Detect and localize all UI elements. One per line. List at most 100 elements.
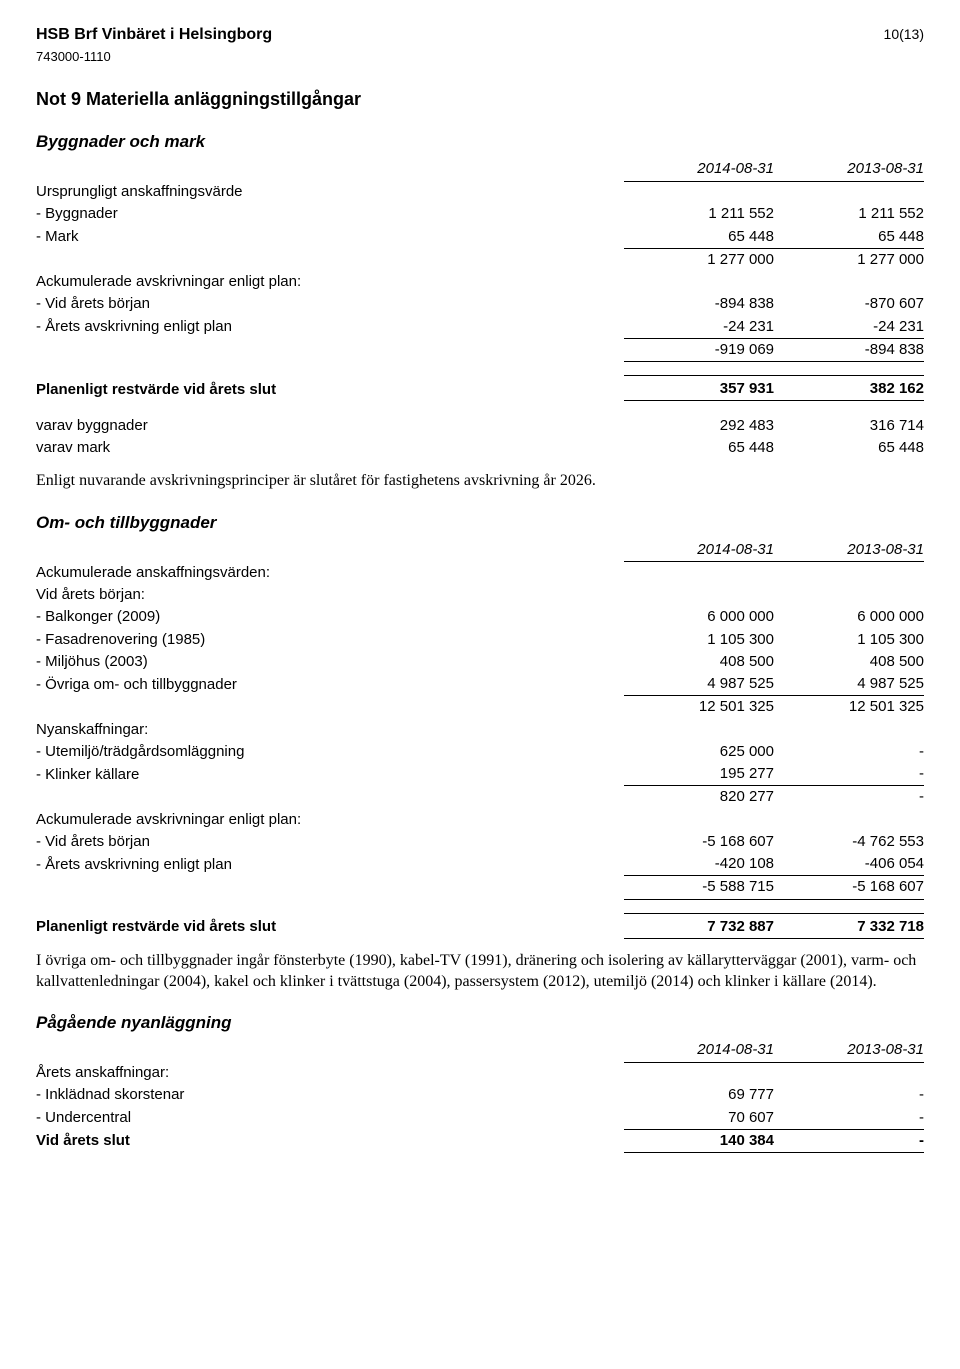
row-label: Årets anskaffningar: [36,1062,624,1084]
row-label: - Mark [36,226,624,249]
subsection-pagaende-title: Pågående nyanläggning [36,1012,924,1035]
table-row: - Byggnader 1 211 552 1 211 552 [36,203,924,225]
table-row: Ursprungligt anskaffningsvärde [36,181,924,203]
cell-value: - [774,1084,924,1106]
table-row: Ackumulerade anskaffningsvärden: [36,562,924,584]
cell-value: 7 332 718 [774,913,924,938]
table-row: Planenligt restvärde vid årets slut 357 … [36,376,924,401]
table-byggnader: 2014-08-31 2013-08-31 Ursprungligt anska… [36,158,924,459]
cell-value: 65 448 [774,226,924,249]
col-header-a: 2014-08-31 [624,539,774,562]
cell-value: 1 105 300 [774,629,924,651]
table-row: - Vid årets början -5 168 607 -4 762 553 [36,831,924,853]
cell-value: 7 732 887 [624,913,774,938]
row-label: Ackumulerade anskaffningsvärden: [36,562,624,584]
table-row: - Övriga om- och tillbyggnader 4 987 525… [36,673,924,696]
cell-value: 4 987 525 [774,673,924,696]
row-label: Nyanskaffningar: [36,719,624,741]
table-row: 12 501 325 12 501 325 [36,696,924,719]
row-label: Vid årets slut [36,1129,624,1152]
table-row: Nyanskaffningar: [36,719,924,741]
cell-value: -870 607 [774,293,924,315]
cell-value: 6 000 000 [624,606,774,628]
col-header-a: 2014-08-31 [624,1039,774,1062]
col-header-b: 2013-08-31 [774,539,924,562]
page-number: 10(13) [884,25,924,44]
table-row: - Mark 65 448 65 448 [36,226,924,249]
row-label: Planenligt restvärde vid årets slut [36,913,624,938]
cell-value: - [774,741,924,763]
row-label: - Fasadrenovering (1985) [36,629,624,651]
table-row: Ackumulerade avskrivningar enligt plan: [36,271,924,293]
cell-value: 6 000 000 [774,606,924,628]
cell-value: 140 384 [624,1129,774,1152]
row-label: - Klinker källare [36,763,624,786]
row-label: - Undercentral [36,1107,624,1130]
col-header-b: 2013-08-31 [774,158,924,181]
cell-value: -420 108 [624,853,774,876]
row-label: varav byggnader [36,415,624,437]
cell-value: -5 168 607 [624,831,774,853]
cell-value: 12 501 325 [774,696,924,719]
table-omtill: 2014-08-31 2013-08-31 Ackumulerade anska… [36,539,924,939]
row-label: Planenligt restvärde vid årets slut [36,376,624,401]
table-row: - Balkonger (2009) 6 000 000 6 000 000 [36,606,924,628]
row-label: varav mark [36,437,624,459]
cell-value: -5 588 715 [624,876,774,899]
subsection-omtill-title: Om- och tillbyggnader [36,512,924,535]
cell-value: 1 277 000 [774,248,924,271]
table-row: - Undercentral 70 607 - [36,1107,924,1130]
cell-value: 1 211 552 [624,203,774,225]
table-row: - Inklädnad skorstenar 69 777 - [36,1084,924,1106]
row-label: Vid årets början: [36,584,624,606]
cell-value: 1 211 552 [774,203,924,225]
cell-value: 70 607 [624,1107,774,1130]
cell-value: -5 168 607 [774,876,924,899]
org-name: HSB Brf Vinbäret i Helsingborg [36,24,272,46]
table-row: 1 277 000 1 277 000 [36,248,924,271]
cell-value: 357 931 [624,376,774,401]
cell-value: - [774,1129,924,1152]
cell-value: -406 054 [774,853,924,876]
cell-value: - [774,1107,924,1130]
cell-value: -894 838 [774,338,924,361]
cell-value: 1 105 300 [624,629,774,651]
row-label: - Övriga om- och tillbyggnader [36,673,624,696]
row-label: - Vid årets början [36,831,624,853]
cell-value: 820 277 [624,786,774,809]
table-row: 2014-08-31 2013-08-31 [36,158,924,181]
cell-value: -4 762 553 [774,831,924,853]
cell-value: -24 231 [624,316,774,339]
subsection-byggnader-title: Byggnader och mark [36,131,924,154]
cell-value: 12 501 325 [624,696,774,719]
row-label: - Balkonger (2009) [36,606,624,628]
col-header-a: 2014-08-31 [624,158,774,181]
cell-value: 292 483 [624,415,774,437]
row-label: - Byggnader [36,203,624,225]
cell-value: 65 448 [774,437,924,459]
row-label: Ursprungligt anskaffningsvärde [36,181,624,203]
cell-value: - [774,786,924,809]
cell-value: 625 000 [624,741,774,763]
row-label: - Årets avskrivning enligt plan [36,853,624,876]
cell-value: - [774,763,924,786]
cell-value: 65 448 [624,437,774,459]
section-title: Not 9 Materiella anläggningstillgångar [36,87,924,111]
table-row: varav mark 65 448 65 448 [36,437,924,459]
page-header: HSB Brf Vinbäret i Helsingborg 10(13) [36,24,924,46]
table-row: - Årets avskrivning enligt plan -24 231 … [36,316,924,339]
row-label: Ackumulerade avskrivningar enligt plan: [36,271,624,293]
table-row: - Vid årets början -894 838 -870 607 [36,293,924,315]
row-label: - Utemiljö/trädgårdsomläggning [36,741,624,763]
table-row: - Utemiljö/trädgårdsomläggning 625 000 - [36,741,924,763]
table-row: 820 277 - [36,786,924,809]
omtill-note: I övriga om- och tillbyggnader ingår fön… [36,951,924,993]
table-row: -5 588 715 -5 168 607 [36,876,924,899]
table-row: - Fasadrenovering (1985) 1 105 300 1 105… [36,629,924,651]
table-row: Ackumulerade avskrivningar enligt plan: [36,809,924,831]
cell-value: -24 231 [774,316,924,339]
row-label: - Miljöhus (2003) [36,651,624,673]
row-label: - Årets avskrivning enligt plan [36,316,624,339]
cell-value: -919 069 [624,338,774,361]
cell-value: 408 500 [774,651,924,673]
